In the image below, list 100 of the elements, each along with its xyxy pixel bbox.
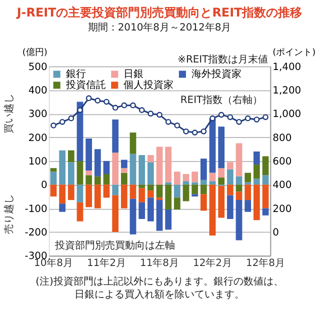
point [218, 112, 224, 118]
x-tick-label: 11年8月 [140, 257, 179, 270]
bar [182, 181, 190, 185]
bar [94, 176, 101, 185]
bar [138, 184, 146, 188]
bar [120, 184, 128, 208]
bar [226, 184, 234, 196]
point [121, 102, 128, 108]
text: ※REIT指数は月末値 [178, 53, 268, 66]
bar [112, 152, 119, 185]
bar [218, 168, 225, 178]
bar [76, 184, 84, 202]
bar [86, 138, 92, 170]
bar [156, 198, 163, 200]
point [183, 128, 189, 134]
bar [147, 184, 154, 191]
point [174, 122, 180, 128]
point [200, 128, 207, 134]
bar [130, 184, 136, 199]
bar [236, 176, 242, 185]
y2-tick-label: 400 [272, 180, 292, 192]
bar [236, 184, 242, 192]
bar [86, 184, 92, 208]
point [86, 95, 92, 102]
bar [76, 160, 84, 185]
bar [200, 194, 207, 211]
point [130, 102, 136, 108]
bar [138, 202, 146, 219]
bar [130, 198, 136, 234]
bar [59, 150, 66, 185]
bar [156, 184, 163, 198]
y-tick-label: 300 [28, 109, 48, 120]
point [262, 114, 268, 120]
bar [76, 202, 84, 222]
y-tick-label: 400 [28, 85, 48, 96]
legend-label: 日銀 [124, 69, 144, 80]
y2-tick-label: 600 [272, 156, 292, 168]
point [59, 118, 66, 125]
bar [138, 188, 146, 202]
bar [209, 184, 216, 236]
bar [103, 174, 110, 185]
bar [200, 180, 207, 185]
chart-subtitle: 期間：2010年8月～2012年8月 [88, 21, 232, 34]
bar [120, 172, 128, 185]
bar [68, 184, 74, 200]
y2-axis-title: (ポイント) [272, 48, 316, 58]
annotation: 投資部門別売買動向は左軸 [54, 240, 175, 252]
point [112, 104, 118, 111]
bar [244, 184, 252, 200]
bar [262, 175, 269, 185]
y-tick-label: 100 [28, 156, 48, 168]
text: (注)投資部門は上記以外にもあります。銀行の数値は、日銀による買入れ額を除いています。 [36, 276, 284, 301]
y2-tick-label: 200 [272, 204, 292, 215]
bar [226, 162, 234, 170]
bar [174, 172, 180, 185]
bar [147, 190, 154, 198]
bar [253, 184, 260, 220]
point [68, 115, 74, 122]
point [104, 98, 110, 105]
bar [218, 178, 225, 185]
bar [94, 184, 101, 208]
bar [236, 143, 242, 176]
bar [120, 160, 128, 168]
series-label: REIT指数（右軸） [180, 94, 263, 106]
bar [174, 184, 180, 198]
bar [209, 118, 216, 173]
y2-tick-label: 0 [272, 227, 279, 238]
bar [236, 192, 242, 200]
y2-tick-label: 1,400 [272, 62, 302, 73]
bar [50, 168, 57, 172]
legend-label: 海外投資家 [191, 68, 242, 80]
y-tick-label: -100 [24, 204, 48, 215]
point [148, 110, 154, 117]
bar [103, 184, 110, 198]
bar [103, 160, 110, 174]
x-tick-label: 11年2月 [86, 257, 126, 270]
y-tick-label: 500 [28, 62, 48, 73]
bar [262, 208, 269, 216]
bar [253, 152, 260, 165]
bar [68, 162, 74, 185]
bar [209, 181, 216, 185]
bar [253, 164, 260, 179]
bar [200, 184, 207, 194]
bar [209, 172, 216, 182]
point [227, 114, 234, 120]
bar [182, 184, 190, 202]
x-tick-label: 12年2月 [193, 257, 232, 270]
bar [226, 195, 234, 219]
point [77, 107, 83, 113]
y-tick-label: 0 [41, 180, 48, 192]
point [244, 115, 251, 122]
bar [165, 210, 172, 230]
bar [138, 155, 146, 185]
bar [112, 195, 119, 232]
point [254, 116, 260, 122]
bar [192, 172, 198, 182]
bar [236, 200, 242, 240]
bar [130, 154, 136, 185]
bar [112, 184, 119, 196]
bar [86, 175, 92, 185]
